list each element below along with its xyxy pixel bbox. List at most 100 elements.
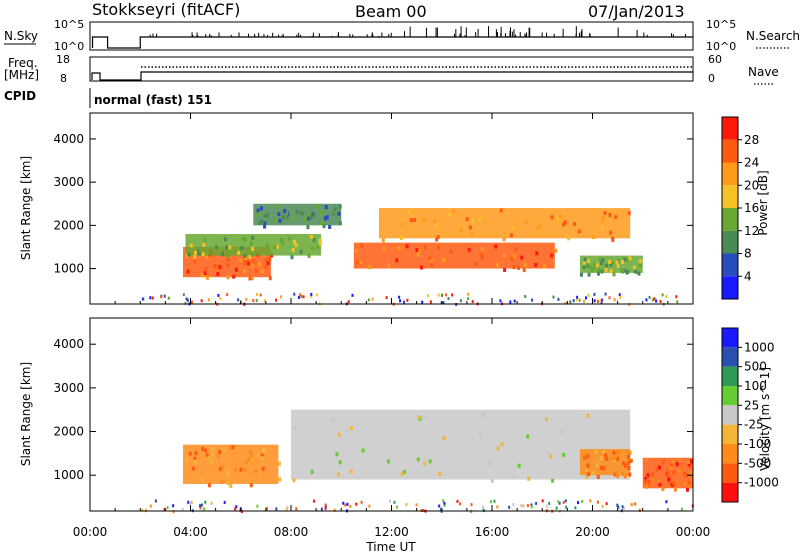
data-cell bbox=[275, 298, 278, 302]
data-cell bbox=[154, 499, 157, 503]
data-cell bbox=[243, 468, 247, 473]
data-cell bbox=[437, 293, 440, 297]
data-cell bbox=[595, 263, 599, 268]
data-cell bbox=[186, 298, 189, 302]
data-cell bbox=[247, 457, 251, 462]
x-tick-label: 00:00 bbox=[73, 525, 108, 539]
data-cell bbox=[564, 301, 567, 305]
data-cell bbox=[182, 293, 185, 297]
data-cell bbox=[250, 276, 254, 281]
data-cell bbox=[502, 253, 506, 258]
data-cell bbox=[527, 476, 531, 481]
freq-panel: Freq. [MHz] 18 8 60 0 Nave bbox=[4, 53, 779, 85]
data-cell bbox=[397, 246, 401, 251]
data-cell bbox=[276, 244, 280, 249]
colorbar-step bbox=[722, 139, 738, 163]
colorbar-tick-label: 8 bbox=[744, 247, 752, 261]
data-cell bbox=[393, 500, 396, 504]
data-cell bbox=[292, 216, 296, 221]
data-cell bbox=[569, 300, 572, 304]
data-cell bbox=[526, 434, 530, 439]
data-cell bbox=[503, 268, 507, 273]
data-cell bbox=[646, 473, 650, 478]
data-cell bbox=[368, 504, 371, 508]
data-cell bbox=[672, 481, 676, 486]
data-cell bbox=[181, 507, 184, 511]
data-cell bbox=[471, 300, 474, 304]
data-cell bbox=[509, 233, 513, 238]
data-cell bbox=[257, 220, 261, 225]
data-cell bbox=[246, 261, 250, 266]
data-cell bbox=[323, 216, 327, 221]
data-cell bbox=[669, 462, 673, 467]
data-cell bbox=[615, 260, 619, 265]
data-cell bbox=[312, 238, 316, 243]
data-cell bbox=[241, 236, 245, 241]
data-cell bbox=[613, 454, 617, 459]
data-cell bbox=[203, 271, 207, 276]
data-cell bbox=[324, 506, 327, 510]
data-cell bbox=[288, 211, 292, 216]
data-cell bbox=[530, 503, 533, 507]
data-cell bbox=[655, 299, 658, 303]
data-cell bbox=[661, 293, 664, 297]
data-cell bbox=[244, 460, 248, 465]
data-cell bbox=[371, 297, 374, 301]
data-cell bbox=[419, 265, 423, 270]
data-cell bbox=[674, 480, 678, 485]
data-cell bbox=[207, 483, 211, 488]
data-cell bbox=[581, 499, 584, 503]
data-cell bbox=[255, 292, 258, 296]
data-cell bbox=[226, 470, 230, 475]
data-cell bbox=[251, 246, 255, 251]
data-cell bbox=[387, 264, 391, 269]
data-cell bbox=[665, 295, 668, 299]
data-cell bbox=[478, 216, 482, 221]
data-cell bbox=[193, 259, 197, 264]
data-region bbox=[353, 242, 555, 269]
data-cell bbox=[496, 505, 499, 509]
data-cell bbox=[417, 249, 421, 254]
y-tick-label: 4000 bbox=[53, 132, 84, 146]
data-cell bbox=[190, 500, 193, 504]
data-cell bbox=[631, 502, 634, 506]
data-cell bbox=[333, 207, 337, 212]
data-cell bbox=[254, 469, 258, 474]
data-cell bbox=[510, 226, 514, 231]
nsky-tick-bottom: 10^0 bbox=[54, 40, 84, 53]
data-cell bbox=[196, 249, 200, 254]
data-cell bbox=[562, 500, 565, 504]
data-cell bbox=[601, 258, 605, 263]
data-cell bbox=[204, 266, 208, 271]
data-cell bbox=[254, 268, 258, 273]
data-cell bbox=[651, 298, 654, 302]
data-cell bbox=[593, 299, 596, 303]
data-cell bbox=[530, 505, 533, 509]
data-cell bbox=[585, 468, 589, 473]
data-cell bbox=[259, 219, 263, 224]
data-cell bbox=[213, 264, 217, 269]
data-cell bbox=[295, 507, 298, 511]
data-cell bbox=[151, 296, 154, 300]
data-cell bbox=[338, 204, 342, 209]
data-cell bbox=[172, 510, 175, 514]
data-cell bbox=[256, 504, 259, 508]
data-cell bbox=[318, 238, 322, 243]
data-cell bbox=[584, 296, 587, 300]
data-cell bbox=[550, 215, 554, 220]
data-cell bbox=[318, 241, 322, 246]
data-cell bbox=[415, 503, 418, 507]
data-cell bbox=[207, 298, 210, 302]
data-cell bbox=[614, 470, 618, 475]
data-cell bbox=[551, 478, 555, 483]
y-tick-label: 1000 bbox=[53, 468, 84, 482]
data-cell bbox=[389, 499, 392, 503]
data-cell bbox=[367, 298, 370, 302]
colorbar-tick-label: 24 bbox=[744, 156, 759, 170]
data-cell bbox=[263, 213, 267, 218]
data-cell bbox=[676, 300, 679, 304]
data-cell bbox=[406, 298, 409, 302]
data-cell bbox=[309, 294, 312, 298]
data-cell bbox=[480, 253, 484, 258]
data-cell bbox=[186, 269, 190, 274]
